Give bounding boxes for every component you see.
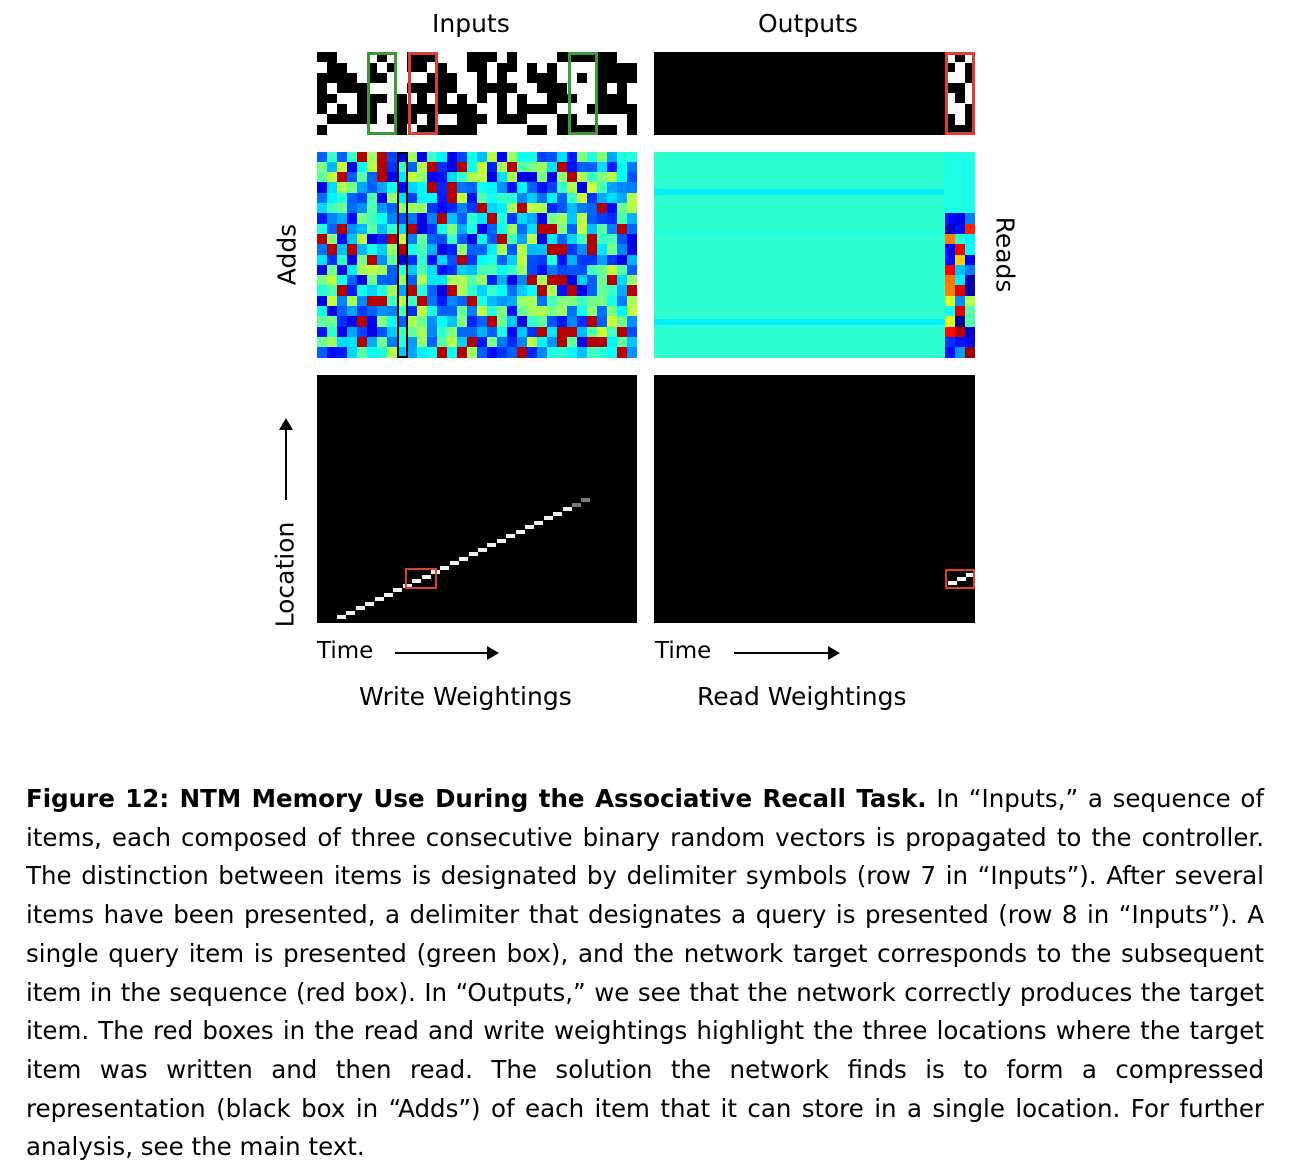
location-label: Location (270, 521, 300, 628)
reads-panel (654, 152, 975, 358)
read-weightings-red-box (945, 569, 975, 589)
write-weightings-panel (317, 375, 637, 623)
outputs-panel (654, 52, 975, 135)
figure-caption: Figure 12: NTM Memory Use During the Ass… (26, 780, 1264, 1167)
caption-label: Figure 12: NTM Memory Use During the Ass… (26, 784, 927, 813)
adds-heatmap (317, 152, 637, 358)
output-red-box (945, 52, 975, 135)
inputs-heatmap (317, 52, 637, 135)
time-arrow-left (395, 646, 499, 660)
outputs-heatmap (654, 52, 975, 135)
time-label-left: Time (317, 638, 374, 664)
time-arrow-right (734, 646, 840, 660)
reads-heatmap (654, 152, 975, 358)
time-label-right: Time (655, 638, 712, 664)
reads-label: Reads (990, 216, 1020, 293)
adds-label: Adds (272, 223, 302, 286)
write-weightings-red-box (405, 568, 437, 589)
target-item-red-box (408, 52, 438, 135)
adds-panel (317, 152, 637, 358)
read-weightings-heatmap (654, 375, 975, 623)
read-weightings-panel (654, 375, 975, 623)
inputs-panel (317, 52, 637, 135)
write-weightings-title: Write Weightings (359, 682, 572, 711)
query-item-green-box-2 (568, 52, 598, 135)
inputs-title: Inputs (432, 9, 510, 38)
caption-text: In “Inputs,” a sequence of items, each c… (26, 784, 1264, 1162)
compressed-representation-black-box (397, 152, 408, 358)
read-weightings-title: Read Weightings (697, 682, 907, 711)
location-arrow (279, 418, 293, 500)
outputs-title: Outputs (758, 9, 858, 38)
query-item-green-box (367, 52, 397, 135)
write-weightings-heatmap (317, 375, 637, 623)
